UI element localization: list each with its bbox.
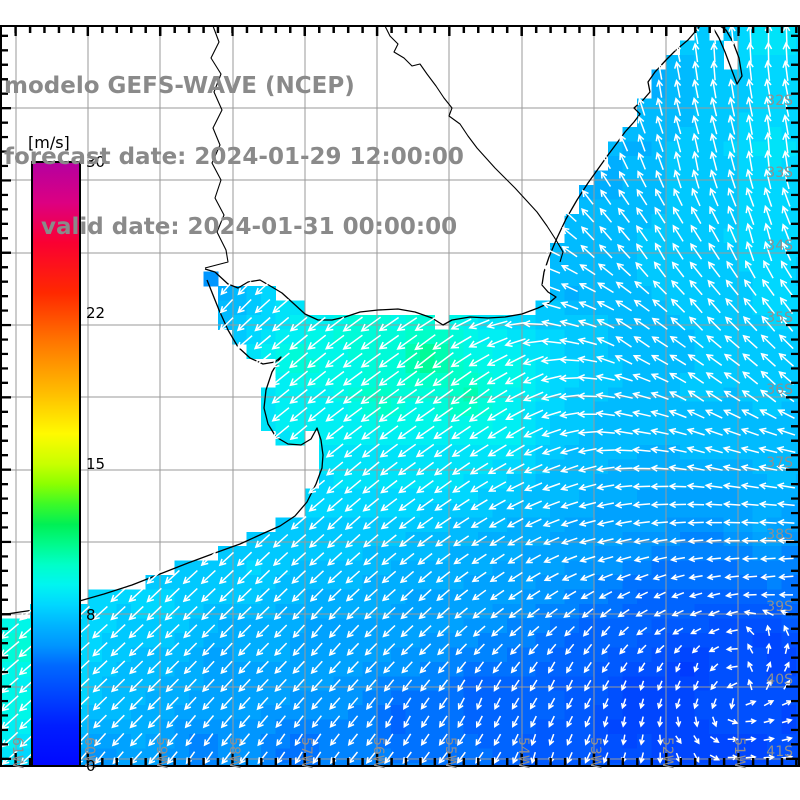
colorbar-tick-label: 22 [86, 304, 105, 322]
longitude-label: 57W [298, 737, 314, 769]
longitude-label: 59W [153, 737, 169, 769]
longitude-label: 60W [81, 737, 97, 769]
longitude-label: 54W [515, 737, 531, 769]
latitude-label: 40S [766, 672, 793, 688]
colorbar-tick-label: 15 [86, 455, 105, 473]
longitude-label: 53W [587, 737, 603, 769]
latitude-label: 41S [766, 744, 793, 760]
map-frame [0, 25, 800, 767]
latitude-label: 38S [766, 527, 793, 543]
latitude-label: 35S [766, 310, 793, 326]
wave-speed-cells [1, 26, 799, 766]
colorbar-tick-label: 8 [86, 606, 96, 624]
latitude-label: 36S [766, 382, 793, 398]
longitude-label: 58W [226, 737, 242, 769]
colorbar-gradient [31, 161, 81, 767]
longitude-label: 52W [659, 737, 675, 769]
colorbar-tick-label: 30 [86, 153, 105, 171]
colorbar-unit-label: [m/s] [28, 133, 70, 152]
longitude-label: 51W [731, 737, 747, 769]
latitude-label: 34S [766, 238, 793, 254]
longitude-label: 56W [370, 737, 386, 769]
river-line [204, 25, 229, 269]
latitude-label: 39S [766, 599, 793, 615]
longitude-label: 61W [9, 737, 25, 769]
colorbar-tick-label: 0 [86, 757, 96, 775]
longitude-label: 55W [442, 737, 458, 769]
latitude-label: 33S [766, 165, 793, 181]
wind-direction-arrows [1, 26, 796, 766]
graticule-labels: 32S 33S 34S 35S 36S 37S 38S 39S 40S 41S 61W 60W 59W 5… [9, 93, 793, 769]
colorbar: [m/s] 0 8 15 22 30 [28, 133, 105, 775]
axis-ticks [1, 26, 799, 766]
latitude-label: 37S [766, 455, 793, 471]
river-line [384, 25, 564, 263]
latitude-label: 32S [766, 93, 793, 109]
